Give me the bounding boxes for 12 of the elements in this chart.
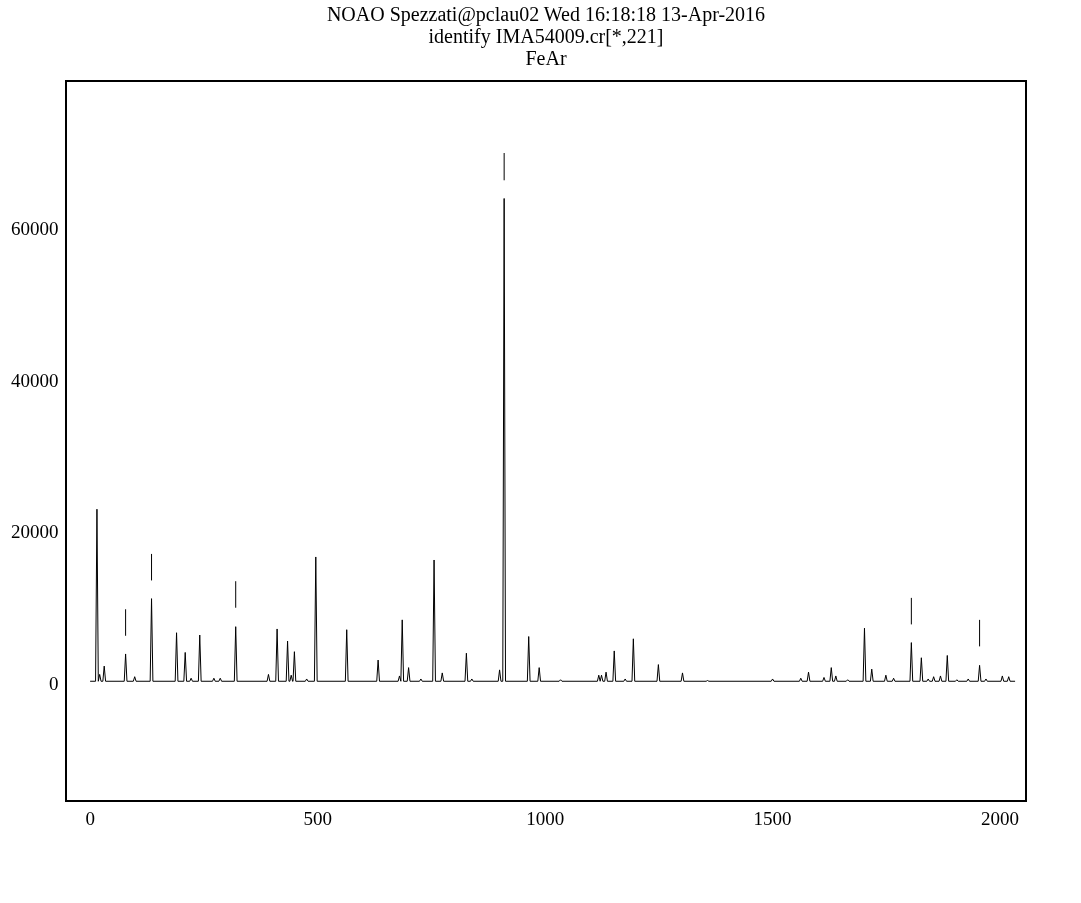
- y-tick-label: 40000: [11, 369, 59, 391]
- x-tick-label: 500: [303, 807, 332, 829]
- x-tick-label: 1500: [753, 807, 792, 829]
- chart-title: NOAO Spezzati@pclau02 Wed 16:18:18 13-Apr-2016: [326, 3, 766, 26]
- y-tick-label: 20000: [11, 521, 59, 543]
- y-tick-label: 60000: [11, 218, 59, 240]
- line-series: [89, 197, 1016, 682]
- chart-subtitle: identify IMA54009.cr[*,221] FeAr: [428, 25, 664, 69]
- y-tick-label: 0: [49, 673, 59, 695]
- x-tick-label: 0: [85, 807, 95, 829]
- x-tick-label: 2000: [981, 807, 1020, 829]
- x-tick-label: 1000: [526, 807, 565, 829]
